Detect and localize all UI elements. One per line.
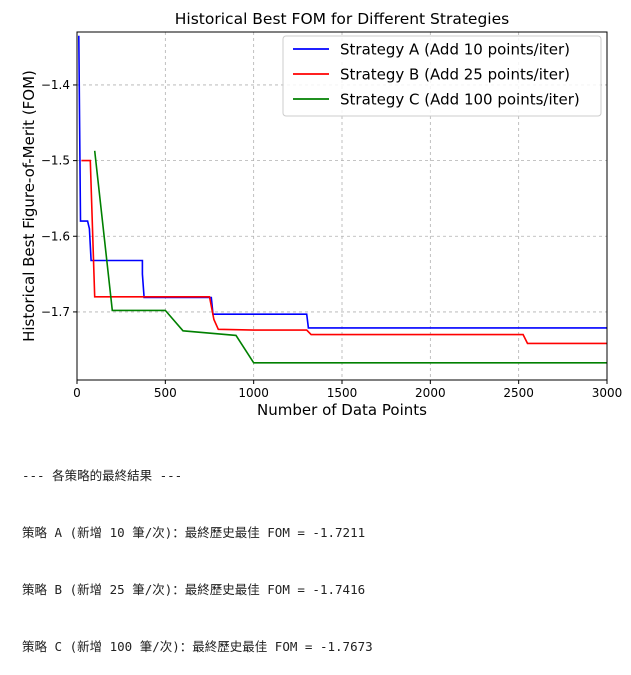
x-axis-ticks: 0 500 1000 1500 2000 2500 3000 <box>73 380 622 400</box>
y-tick-label: −1.5 <box>41 154 70 168</box>
console-line-header: --- 各策略的最終結果 --- <box>22 468 183 483</box>
x-tick-label: 1500 <box>327 386 358 400</box>
fom-chart: Historical Best FOM for Different Strate… <box>20 10 622 419</box>
series-lines <box>78 35 607 364</box>
y-tick-label: −1.7 <box>41 305 70 319</box>
y-tick-label: −1.4 <box>41 78 70 92</box>
series-line-a <box>78 35 607 329</box>
legend-label-a: Strategy A (Add 10 points/iter) <box>340 41 570 59</box>
x-tick-label: 2500 <box>503 386 534 400</box>
x-tick-label: 500 <box>154 386 177 400</box>
x-axis-label: Number of Data Points <box>257 401 427 419</box>
y-tick-label: −1.6 <box>41 229 70 243</box>
legend-label-c: Strategy C (Add 100 points/iter) <box>340 91 580 109</box>
y-axis-label: Historical Best Figure-of-Merit (FOM) <box>20 70 38 342</box>
legend-label-b: Strategy B (Add 25 points/iter) <box>340 66 570 84</box>
console-line-strategy-b: 策略 B (新增 25 筆/次)：最終歷史最佳 FOM = -1.7416 <box>22 582 366 597</box>
legend: Strategy A (Add 10 points/iter) Strategy … <box>282 35 602 117</box>
series-line-b <box>81 159 607 345</box>
console-line-strategy-a: 策略 A (新增 10 筆/次)：最終歷史最佳 FOM = -1.7211 <box>22 525 366 540</box>
x-tick-label: 0 <box>73 386 81 400</box>
x-tick-label: 3000 <box>592 386 623 400</box>
x-tick-label: 2000 <box>415 386 446 400</box>
y-axis-ticks: −1.4 −1.5 −1.6 −1.7 <box>41 78 77 319</box>
console-output: --- 各策略的最終結果 --- 策略 A (新增 10 筆/次)：最終歷史最佳… <box>22 428 373 675</box>
legend-box <box>282 35 602 117</box>
x-tick-label: 1000 <box>238 386 269 400</box>
chart-title: Historical Best FOM for Different Strate… <box>175 10 509 28</box>
series-line-c <box>93 150 607 364</box>
console-line-strategy-c: 策略 C (新增 100 筆/次)：最終歷史最佳 FOM = -1.7673 <box>22 639 373 654</box>
